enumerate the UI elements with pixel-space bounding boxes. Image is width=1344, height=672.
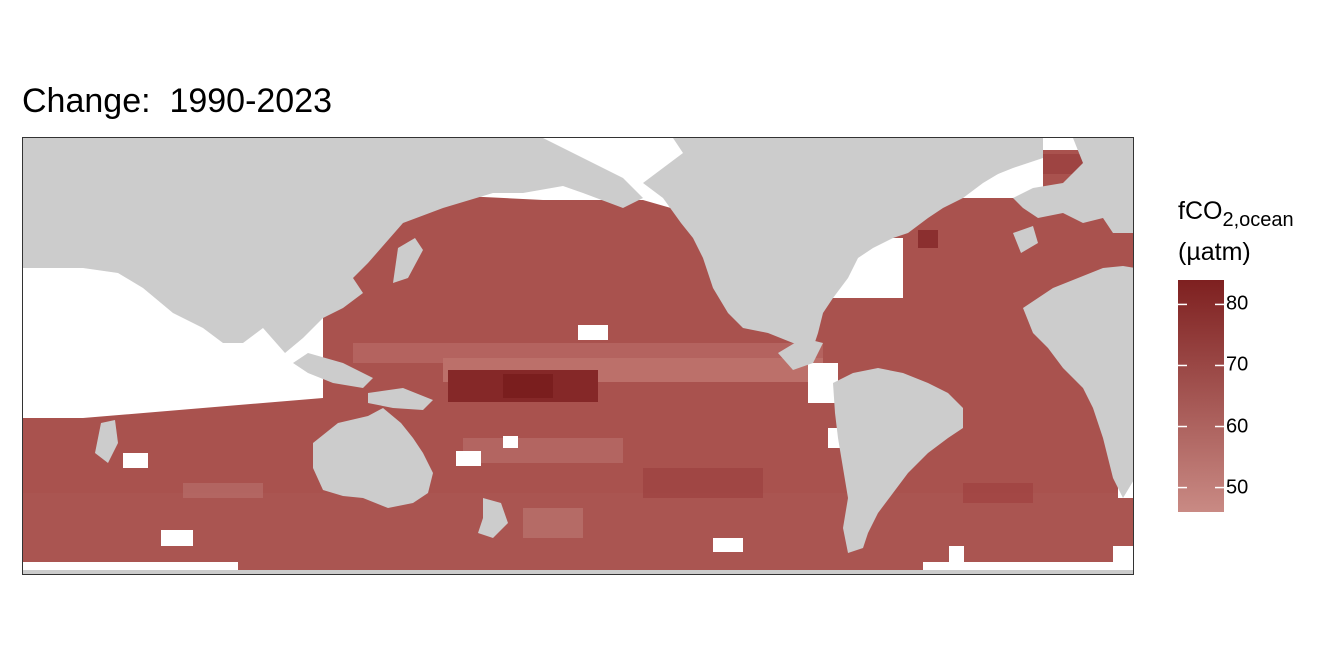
land-eurasia-west <box>1013 138 1133 233</box>
ocean-patch <box>963 483 1033 503</box>
land-indonesia <box>293 353 373 388</box>
colorbar-ticks <box>1178 303 1224 489</box>
land-antarctica <box>23 570 1133 574</box>
map-panel <box>22 137 1134 575</box>
land-greenland <box>953 138 1043 178</box>
colorbar-gradient <box>1178 280 1224 512</box>
legend-title-main: fCO <box>1178 197 1223 225</box>
ocean-patch <box>503 374 553 398</box>
color-legend: fCO2,ocean (µatm) 80 70 60 50 <box>1178 195 1338 525</box>
nodata-patch <box>503 436 518 448</box>
legend-title: fCO2,ocean (µatm) <box>1178 195 1294 268</box>
land-masses <box>23 138 1133 574</box>
land-new-zealand <box>478 498 508 538</box>
nodata-patch <box>456 451 481 466</box>
land-new-guinea <box>368 388 433 410</box>
ocean-patch <box>353 343 823 363</box>
colorbar-tick-label: 50 <box>1226 476 1249 499</box>
colorbar-tick-label: 60 <box>1226 415 1249 438</box>
ocean-patch <box>523 508 583 538</box>
nodata-patch <box>713 538 743 552</box>
ocean-patch <box>183 483 263 498</box>
ocean-patch <box>463 438 623 463</box>
land-central-america <box>778 338 823 370</box>
land-eurasia <box>23 138 643 353</box>
map-title: Change: 1990-2023 <box>22 82 333 120</box>
land-north-america <box>643 138 1008 348</box>
nodata-patch <box>578 325 608 340</box>
land-madagascar <box>95 420 118 463</box>
ocean-variation <box>23 154 1133 574</box>
nodata-patch <box>1113 546 1133 562</box>
legend-title-subscript: 2,ocean <box>1222 209 1294 231</box>
land-africa <box>1023 266 1133 498</box>
nodata-patch <box>949 546 964 562</box>
legend-title-unit: (µatm) <box>1178 238 1251 266</box>
nodata-patch <box>123 453 148 468</box>
land-uk <box>1013 226 1038 253</box>
colorbar-tick-label: 70 <box>1226 353 1249 376</box>
colorbar <box>1178 280 1224 512</box>
land-japan <box>393 238 423 283</box>
land-south-america <box>833 368 963 553</box>
fco2-change-map <box>23 138 1133 574</box>
ocean-patch <box>643 468 763 498</box>
land-australia <box>313 408 433 508</box>
nodata-patch <box>161 530 193 546</box>
colorbar-tick-label: 80 <box>1226 292 1249 315</box>
ocean-patch <box>918 230 938 248</box>
